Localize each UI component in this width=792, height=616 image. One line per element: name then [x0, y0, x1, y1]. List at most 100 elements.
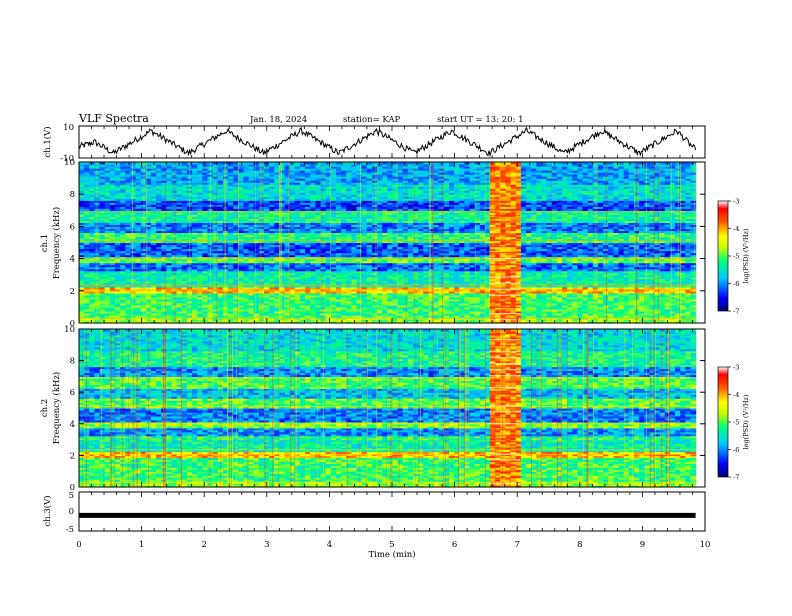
spectrogram-cell — [325, 318, 332, 322]
spectrogram-cell — [109, 320, 116, 324]
spectrogram-cell — [238, 308, 245, 312]
spectrogram-cell — [669, 300, 676, 304]
spectrogram-cell — [531, 308, 537, 312]
spectrogram-cell — [454, 318, 460, 322]
spectrogram-cell — [644, 304, 650, 308]
spectrogram-cell — [156, 304, 162, 308]
spectrogram-cell — [680, 310, 686, 314]
spectrogram-cell — [654, 310, 661, 314]
spectrogram-cell — [320, 302, 327, 306]
spectrogram-cell — [546, 308, 553, 312]
spectrogram-cell — [356, 306, 363, 310]
spectrogram-cell — [299, 302, 306, 306]
station-label: station= KAP — [343, 115, 401, 125]
spectrogram-cell — [659, 304, 666, 308]
spectrogram-cell — [263, 310, 270, 314]
spectrogram-cell — [238, 314, 245, 318]
spectrogram-cell — [341, 314, 347, 318]
spectrogram-cell — [320, 308, 327, 312]
spectrogram-cell — [500, 310, 507, 314]
spectrogram-cell — [335, 300, 342, 304]
spectrogram-cell — [567, 314, 573, 318]
spectrogram-cell — [546, 300, 553, 304]
spectrogram-cell — [253, 314, 260, 318]
spectrogram-cell — [423, 304, 430, 308]
spectrogram-cell — [639, 304, 645, 308]
spectrogram-cell — [212, 318, 219, 322]
spectrogram-cell — [644, 310, 650, 314]
spectrogram-cell — [330, 310, 337, 314]
spectrogram-cell — [94, 318, 101, 322]
spectrogram-cell — [156, 318, 162, 322]
spectrogram-cell — [125, 308, 131, 312]
spectrogram-cell — [192, 304, 198, 308]
spectrogram-cell — [310, 312, 316, 316]
spectrogram-cell — [181, 320, 188, 324]
spectrogram-cell — [310, 298, 316, 302]
spectrogram-cell — [608, 308, 614, 312]
spectrogram-cell — [89, 302, 96, 306]
spectrogram-cell — [443, 318, 450, 322]
spectrogram-cell — [572, 302, 579, 306]
spectrogram-cell — [685, 314, 692, 318]
spectrogram-cell — [320, 314, 327, 318]
spectrogram-cell — [366, 312, 373, 316]
spectrogram-cell — [608, 310, 614, 314]
spectrogram-cell — [510, 306, 517, 310]
spectrogram-cell — [125, 302, 131, 306]
spectrogram-cell — [197, 318, 203, 322]
spectrogram-cell — [402, 308, 409, 312]
spectrogram-cell — [443, 302, 450, 306]
spectrogram-cell — [592, 304, 599, 308]
spectrogram-cell — [130, 318, 137, 322]
spectrogram-cell — [253, 300, 260, 304]
spectrogram-cell — [181, 304, 188, 308]
spectrogram-cell — [248, 306, 255, 310]
spectrogram-cell — [654, 306, 661, 310]
spectrogram-cell — [346, 310, 352, 314]
spectrogram-cell — [299, 318, 306, 322]
spectrogram-cell — [469, 306, 476, 310]
spectrogram-cell — [592, 308, 599, 312]
spectrogram-cell — [89, 304, 96, 308]
spectrogram-cell — [474, 302, 481, 306]
spectrogram-cell — [448, 304, 455, 308]
spectrogram-cell — [443, 308, 450, 312]
spectrogram-cell — [79, 314, 85, 318]
spectrogram-cell — [500, 300, 507, 304]
spectrogram-cell — [222, 312, 229, 316]
spectrogram-cell — [176, 302, 183, 306]
spectrogram-cell — [402, 300, 409, 304]
spectrogram-cell — [618, 306, 625, 310]
spectrogram-cell — [407, 312, 414, 316]
spectrogram-cell — [171, 310, 178, 314]
spectrogram-cell — [541, 314, 548, 318]
spectrogram-cell — [217, 298, 224, 302]
spectrogram-cell — [371, 310, 378, 314]
spectrogram-cell — [510, 308, 517, 312]
spectrogram-cell — [192, 298, 198, 302]
spectrogram-cell — [490, 312, 496, 316]
spectrogram-cell — [536, 298, 543, 302]
spectrogram-cell — [181, 314, 188, 318]
spectrogram-cell — [238, 302, 245, 306]
spectrogram-cell — [428, 300, 435, 304]
spectrogram-cell — [562, 318, 568, 322]
spectrogram-cell — [222, 306, 229, 310]
spectrogram-cell — [341, 320, 347, 324]
ch1-ytick-bottom: -10 — [60, 154, 74, 164]
spectrogram-cell — [690, 320, 697, 324]
spectrogram-cell — [443, 306, 450, 310]
spectrogram-cell — [371, 298, 378, 302]
spectrogram-cell — [526, 320, 532, 324]
spectrogram-cell — [387, 302, 394, 306]
spectrogram-cell — [248, 318, 255, 322]
spectrogram-cell — [289, 304, 296, 308]
spectrogram-cell — [263, 304, 270, 308]
spectrogram-cell — [269, 310, 275, 314]
spectrogram-cell — [320, 318, 327, 322]
spectrogram-cell — [490, 318, 496, 322]
spectrogram-cell — [192, 310, 198, 314]
spectrogram-cell — [330, 318, 337, 322]
spectrogram-cell — [89, 318, 96, 322]
